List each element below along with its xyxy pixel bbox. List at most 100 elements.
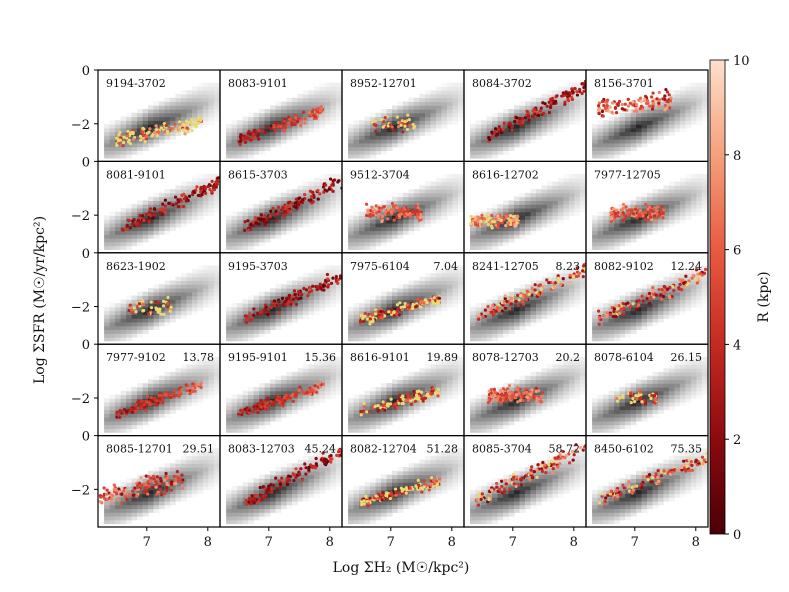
density-cell — [530, 222, 537, 228]
density-cell — [696, 211, 703, 217]
y-tick-label: −2 — [71, 209, 90, 224]
density-cell — [563, 101, 570, 106]
density-cell — [497, 226, 504, 232]
scatter-point — [515, 218, 519, 222]
density-cell — [330, 303, 337, 308]
density-cell — [625, 226, 632, 232]
density-cell — [109, 131, 116, 136]
density-cell — [275, 222, 282, 228]
scatter-point — [641, 108, 645, 112]
density-cell — [197, 211, 204, 217]
density-cell — [535, 196, 543, 201]
density-cell — [359, 142, 366, 148]
density-cell — [641, 295, 648, 300]
density-cell — [535, 127, 543, 133]
density-cell — [457, 276, 464, 282]
density-cell — [603, 150, 610, 155]
density-cell — [226, 321, 233, 327]
density-cell — [514, 131, 521, 136]
density-cell — [270, 196, 277, 201]
density-cell — [519, 222, 526, 228]
scatter-point — [252, 307, 256, 311]
density-cell — [685, 189, 692, 194]
density-cell — [701, 196, 708, 201]
density-cell — [696, 97, 703, 103]
density-cell — [319, 295, 326, 300]
density-cell — [359, 120, 366, 125]
density-cell — [386, 291, 393, 297]
density-cell — [503, 321, 510, 327]
density-cell — [180, 310, 188, 315]
density-cell — [397, 226, 404, 232]
density-cell — [470, 135, 477, 140]
density-cell — [630, 230, 637, 235]
density-cell — [281, 222, 288, 228]
density-cell — [647, 219, 654, 224]
density-cell — [308, 204, 315, 209]
density-cell — [441, 86, 448, 91]
density-cell — [131, 318, 138, 323]
density-cell — [148, 127, 155, 133]
scatter-point — [142, 218, 146, 223]
density-cell — [603, 238, 610, 243]
scatter-point — [380, 219, 384, 224]
scatter-point — [500, 131, 504, 135]
density-cell — [592, 222, 599, 228]
density-cell — [186, 97, 193, 103]
density-cell — [164, 112, 171, 118]
density-cell — [335, 291, 342, 297]
density-cell — [625, 116, 632, 121]
density-cell — [408, 284, 415, 289]
density-cell — [264, 314, 271, 319]
density-cell — [275, 306, 282, 312]
scatter-point — [304, 288, 309, 292]
scatter-point — [658, 212, 662, 216]
scatter-point — [622, 217, 626, 221]
density-cell — [696, 108, 703, 114]
density-cell — [231, 219, 238, 224]
scatter-point — [521, 120, 525, 125]
density-cell — [525, 321, 532, 327]
density-cell — [202, 196, 210, 201]
density-cell — [597, 135, 604, 140]
density-cell — [497, 207, 504, 213]
density-cell — [253, 131, 260, 136]
density-cell — [281, 105, 288, 110]
density-cell — [109, 314, 116, 319]
scatter-point — [432, 296, 436, 300]
density-cell — [297, 280, 304, 285]
density-cell — [253, 299, 260, 304]
density-cell — [641, 314, 648, 319]
density-cell — [619, 241, 626, 247]
scatter-point — [395, 311, 399, 316]
density-cell — [175, 215, 182, 220]
density-cell — [104, 230, 111, 235]
density-cell — [647, 321, 654, 327]
density-cell — [492, 131, 499, 136]
density-cell — [546, 127, 554, 133]
density-cell — [674, 215, 681, 220]
density-cell — [180, 207, 188, 213]
density-cell — [563, 269, 570, 274]
density-cell — [126, 116, 133, 121]
density-cell — [696, 93, 703, 99]
density-cell — [164, 97, 171, 103]
density-cell — [641, 105, 648, 110]
density-cell — [208, 272, 215, 278]
density-cell — [126, 336, 133, 342]
density-cell — [348, 241, 355, 247]
density-cell — [348, 238, 355, 243]
density-cell — [685, 174, 692, 179]
density-cell — [253, 120, 260, 125]
scatter-point — [197, 193, 201, 197]
density-cell — [330, 200, 337, 205]
scatter-point — [307, 198, 311, 202]
density-cell — [486, 142, 493, 148]
density-cell — [503, 116, 510, 121]
density-cell — [169, 131, 177, 136]
density-cell — [359, 241, 366, 247]
density-cell — [159, 306, 166, 312]
density-cell — [701, 105, 708, 110]
density-cell — [470, 146, 477, 151]
density-cell — [115, 124, 122, 129]
